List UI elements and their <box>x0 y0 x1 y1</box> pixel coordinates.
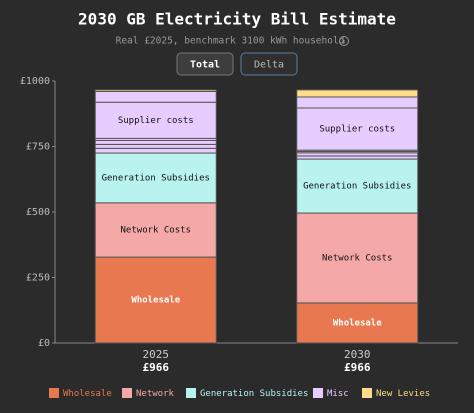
segment-label: Generation Subsidies <box>102 173 210 183</box>
total-button[interactable]: Total <box>176 52 234 76</box>
info-icon[interactable] <box>339 36 349 46</box>
total-label: £966 <box>143 361 170 374</box>
button-label: Delta <box>254 60 284 71</box>
legend-label: New Levies <box>376 389 430 399</box>
bar-segment <box>94 89 217 92</box>
bar-segment <box>94 147 217 154</box>
bar-segment <box>296 212 419 304</box>
y-tick-label: £750 <box>26 142 50 153</box>
segment-label: Generation Subsidies <box>303 182 411 192</box>
segment-label: Wholesale <box>131 296 180 306</box>
chart-subtitle: Real £2025, benchmark 3100 kWh household <box>116 36 345 47</box>
button-label: Total <box>190 60 220 71</box>
bar-segment <box>296 302 419 344</box>
bar-segment <box>94 256 217 344</box>
bar-segment <box>94 143 217 149</box>
legend-label: Generation Subsidies <box>200 389 308 399</box>
bar-segment <box>296 158 419 214</box>
bar-segment <box>94 139 217 145</box>
legend-swatch <box>186 388 196 398</box>
x-tick-label: 2025 <box>143 348 170 361</box>
segment-label: Wholesale <box>333 318 382 328</box>
legend-label: Misc <box>327 389 349 399</box>
legend-swatch <box>362 388 372 398</box>
y-tick-label: £1000 <box>20 76 50 87</box>
chart-title: 2030 GB Electricity Bill Estimate <box>78 10 396 29</box>
legend-label: Network <box>136 389 175 399</box>
legend-swatch <box>122 388 132 398</box>
info-circle <box>339 36 349 46</box>
x-tick-label: 2030 <box>344 348 371 361</box>
delta-button[interactable]: Delta <box>240 52 298 76</box>
button-bg <box>240 52 298 76</box>
bar-segment <box>94 90 217 103</box>
button-bg <box>176 52 234 76</box>
y-tick-label: £250 <box>26 273 50 284</box>
y-tick-label: £0 <box>38 338 50 349</box>
segment-label: Network Costs <box>121 225 191 235</box>
segment-label: Supplier costs <box>118 116 194 126</box>
bar-segment <box>94 101 217 139</box>
bar-segment <box>94 152 217 204</box>
segment-label: Network Costs <box>322 253 392 263</box>
bar-segment <box>296 107 419 151</box>
legend-swatch <box>49 388 59 398</box>
total-label: £966 <box>344 361 371 374</box>
bar-segment <box>94 202 217 258</box>
legend-label: Wholesale <box>63 389 112 399</box>
bar-segment <box>296 96 419 109</box>
y-tick-label: £500 <box>26 207 50 218</box>
bar-segment <box>296 89 419 98</box>
legend-swatch <box>313 388 323 398</box>
segment-label: Supplier costs <box>319 125 395 135</box>
